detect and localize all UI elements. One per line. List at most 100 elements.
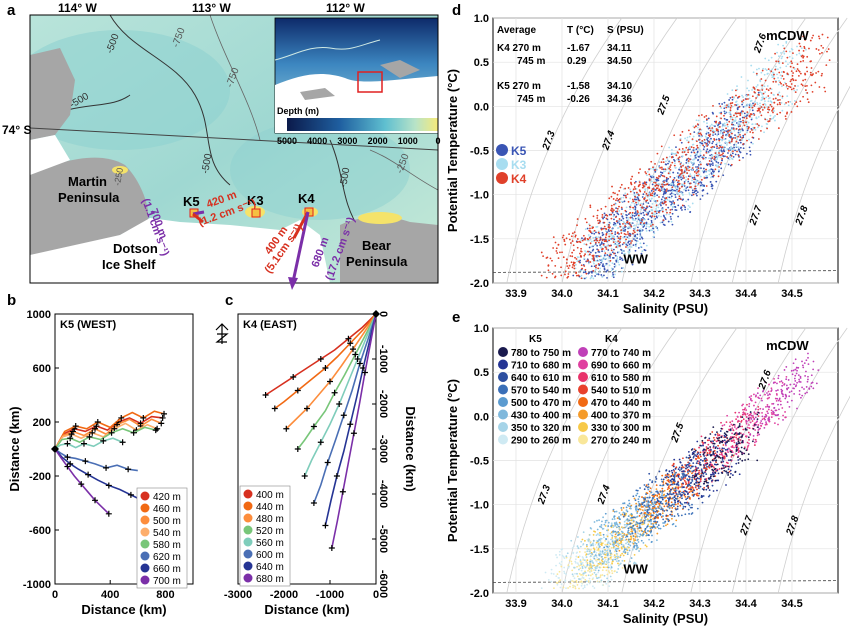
- scatter-point: [597, 236, 600, 238]
- x-tick-label: 34.4: [735, 598, 757, 610]
- scatter-point: [697, 119, 700, 122]
- scatter-point: [672, 205, 675, 208]
- scatter-point: [609, 550, 612, 552]
- scatter-point: [764, 100, 766, 103]
- scatter-point: [599, 541, 602, 544]
- legend-label: 540 m: [153, 528, 181, 539]
- scatter-point: [710, 185, 713, 188]
- scatter-point: [657, 527, 660, 530]
- scatter-point: [790, 60, 793, 63]
- scatter-point: [671, 223, 674, 226]
- scatter-point: [733, 119, 735, 122]
- scatter-point: [724, 104, 727, 107]
- scatter-point: [717, 164, 720, 167]
- scatter-point: [770, 387, 773, 390]
- scatter-point: [766, 127, 769, 130]
- scatter-point: [635, 542, 638, 545]
- scatter-point: [784, 416, 787, 419]
- map-frame: [29, 14, 439, 284]
- scatter-point: [742, 101, 745, 104]
- scatter-point: [593, 262, 595, 265]
- scatter-point: [652, 235, 655, 238]
- scatter-point: [690, 146, 693, 148]
- scatter-point: [817, 70, 820, 73]
- scatter-point: [653, 232, 656, 235]
- scatter-point: [789, 65, 792, 68]
- scatter-point: [592, 236, 595, 239]
- scatter-point: [583, 257, 586, 260]
- scatter-point: [620, 267, 623, 270]
- scatter-point: [800, 83, 803, 86]
- scatter-point: [630, 557, 633, 559]
- scatter-point: [617, 240, 620, 243]
- scatter-point: [620, 219, 623, 222]
- scatter-point: [733, 143, 736, 146]
- scatter-point: [616, 221, 619, 224]
- scatter-point: [762, 390, 764, 393]
- scatter-point: [597, 250, 600, 253]
- scatter-point: [721, 139, 723, 142]
- scatter-point: [795, 70, 798, 73]
- scatter-point: [757, 109, 760, 112]
- scatter-point: [582, 531, 585, 534]
- scatter-point: [611, 185, 613, 188]
- scatter-point: [601, 550, 604, 553]
- scatter-point: [616, 517, 619, 520]
- scatter-point: [779, 74, 782, 77]
- scatter-point: [584, 271, 587, 274]
- scatter-point: [748, 402, 751, 405]
- scatter-point: [656, 199, 659, 202]
- scatter-point: [714, 133, 717, 136]
- scatter-point: [762, 67, 765, 70]
- scatter-point: [798, 378, 800, 381]
- scatter-point: [604, 205, 607, 208]
- table-header: Average: [497, 25, 537, 36]
- scatter-point: [783, 383, 786, 385]
- scatter-point: [675, 519, 678, 522]
- scatter-point: [661, 492, 664, 494]
- scatter-point: [675, 154, 678, 157]
- colorbar-tick-label: 3000: [337, 136, 357, 146]
- scatter-point: [637, 201, 640, 204]
- scatter-point: [783, 369, 786, 371]
- scatter-point: [721, 454, 724, 456]
- scatter-point: [690, 175, 693, 178]
- scatter-point: [802, 79, 805, 82]
- scatter-point: [780, 82, 783, 85]
- scatter-point: [695, 140, 698, 143]
- scatter-point: [695, 166, 697, 168]
- scatter-point: [783, 47, 786, 50]
- scatter-point: [746, 114, 749, 117]
- scatter-point: [752, 142, 754, 145]
- scatter-point: [660, 174, 663, 176]
- scatter-point: [634, 539, 637, 542]
- scatter-point: [707, 443, 710, 446]
- scatter-point: [790, 390, 793, 393]
- scatter-point: [734, 116, 737, 119]
- scatter-point: [692, 125, 695, 128]
- scatter-point: [651, 188, 654, 190]
- scatter-point: [766, 392, 768, 394]
- scatter-point: [693, 170, 696, 173]
- scatter-point: [589, 261, 592, 263]
- scatter-point: [665, 183, 668, 186]
- scatter-point: [824, 90, 827, 93]
- scatter-point: [806, 70, 809, 73]
- scatter-point: [723, 457, 726, 460]
- scatter-point: [749, 102, 751, 105]
- scatter-point: [725, 121, 728, 124]
- scatter-point: [619, 235, 622, 238]
- scatter-point: [591, 271, 593, 274]
- scatter-point: [613, 550, 616, 553]
- scatter-point: [651, 215, 654, 218]
- scatter-point: [655, 212, 658, 215]
- scatter-point: [641, 505, 644, 508]
- scatter-point: [672, 463, 675, 466]
- scatter-point: [637, 546, 639, 549]
- scatter-point: [657, 204, 660, 206]
- scatter-point: [664, 183, 666, 186]
- scatter-point: [742, 408, 744, 411]
- scatter-point: [809, 71, 812, 74]
- scatter-point: [631, 216, 633, 219]
- scatter-point: [715, 159, 718, 162]
